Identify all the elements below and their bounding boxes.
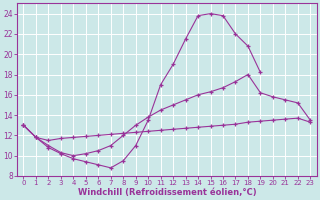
X-axis label: Windchill (Refroidissement éolien,°C): Windchill (Refroidissement éolien,°C)	[77, 188, 256, 197]
